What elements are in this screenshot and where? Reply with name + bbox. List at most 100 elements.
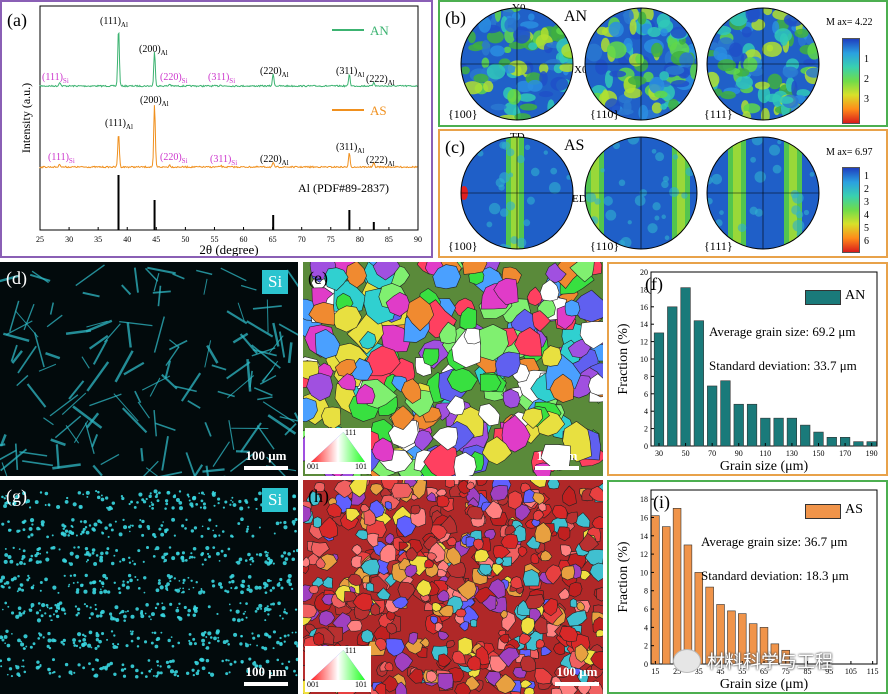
si-particle <box>181 551 185 555</box>
si-particle <box>7 520 10 524</box>
si-particle-image <box>0 489 298 679</box>
texture-blob <box>794 28 809 38</box>
texture-blob <box>707 226 712 235</box>
ebsd-grain-image <box>303 262 603 476</box>
si-segregation <box>85 412 100 429</box>
si-particle <box>0 635 3 640</box>
grain <box>320 406 341 431</box>
si-particle <box>264 632 268 637</box>
si-particle <box>271 602 276 606</box>
x-tick-label: 65 <box>269 235 277 244</box>
si-particle <box>16 590 19 593</box>
xrd-panel: (a) 25 30 35 40 45 50 55 60 65 70 75 80 85 90 2θ (degr… <box>0 0 433 258</box>
si-segregation <box>226 310 248 325</box>
si-particle <box>47 667 50 671</box>
grain <box>395 681 408 694</box>
si-particle <box>15 494 20 500</box>
grain <box>406 296 435 332</box>
histogram-bar <box>727 610 736 665</box>
si-particle <box>83 589 88 594</box>
grain <box>372 262 401 281</box>
si-particle <box>218 582 223 587</box>
grain <box>474 548 490 563</box>
grain <box>579 321 603 350</box>
si-particle <box>113 581 116 584</box>
avg-grain-size-as: Average grain size: 36.7 μm <box>701 534 848 549</box>
texture-blob <box>648 76 665 94</box>
si-particle <box>22 659 25 662</box>
texture-blob <box>681 192 688 199</box>
texture-blob <box>741 26 752 38</box>
si-particle <box>287 573 292 579</box>
si-segregation <box>246 320 274 338</box>
si-particle <box>17 638 21 643</box>
si-particle <box>36 660 40 664</box>
si-particle <box>109 612 113 616</box>
si-particle <box>56 504 61 509</box>
si-segregation <box>202 468 225 473</box>
texture-blob <box>659 71 670 81</box>
y-axis-label: Fraction (%) <box>616 323 631 394</box>
si-particle <box>292 507 296 511</box>
grain <box>303 505 312 523</box>
texture-blob <box>600 168 605 173</box>
pole-label-100-as: {100} <box>448 239 478 253</box>
si-segregation <box>103 323 121 343</box>
si-segregation <box>143 460 159 476</box>
y-tick-label: 2 <box>644 642 648 651</box>
texture-blob <box>767 73 783 90</box>
si-particle <box>241 579 246 584</box>
si-particle <box>125 585 130 590</box>
si-particle <box>76 632 82 637</box>
si-particle <box>190 529 195 533</box>
si-particle <box>239 506 244 511</box>
texture-blob <box>462 81 483 95</box>
texture-blob <box>779 33 789 46</box>
si-segregation <box>49 394 79 417</box>
peak-label-an: (111)Al <box>100 16 128 29</box>
peak-label-an-sub: Al <box>121 21 128 29</box>
si-particle <box>295 674 298 677</box>
grain <box>400 378 422 404</box>
si-particle <box>31 523 34 526</box>
si-segregation <box>272 322 280 347</box>
si-particle <box>121 663 125 667</box>
texture-blob <box>792 219 805 232</box>
si-particle <box>88 616 91 620</box>
si-particle <box>68 583 71 586</box>
si-particle <box>8 501 11 505</box>
si-segregation <box>85 319 113 333</box>
grain <box>426 492 437 502</box>
grain <box>398 541 409 550</box>
si-particle <box>281 617 284 620</box>
si-segregation <box>159 471 183 476</box>
si-particle <box>45 557 50 562</box>
ebsd-map-as-panel: (h) 111 001 101 100 μm <box>303 480 603 694</box>
peak-label-as-sub: Si <box>231 159 237 167</box>
texture-blob <box>772 164 782 174</box>
si-particle <box>285 611 288 615</box>
scale-as-4: 4 <box>864 210 869 221</box>
si-segregation <box>54 415 82 439</box>
si-particle <box>5 580 10 585</box>
texture-blob <box>498 114 519 120</box>
si-segregation <box>196 269 213 276</box>
ebsd-grain-image <box>303 480 603 694</box>
si-particle <box>5 629 9 633</box>
y-tick-label: 10 <box>640 355 648 364</box>
si-particle <box>0 659 3 663</box>
si-segregation <box>72 405 103 429</box>
texture-blob <box>547 99 555 115</box>
si-particle <box>212 546 216 550</box>
si-particle <box>164 507 167 510</box>
texture-blob <box>506 148 515 157</box>
texture-blob <box>664 235 670 241</box>
texture-blob <box>526 196 535 205</box>
si-particle <box>256 634 261 638</box>
si-segregation <box>153 410 157 437</box>
texture-blob <box>671 79 690 88</box>
si-particle <box>150 501 153 504</box>
x-tick-label: 35 <box>94 235 102 244</box>
panel-i-label: (i) <box>653 492 670 512</box>
si-particle <box>218 534 221 537</box>
